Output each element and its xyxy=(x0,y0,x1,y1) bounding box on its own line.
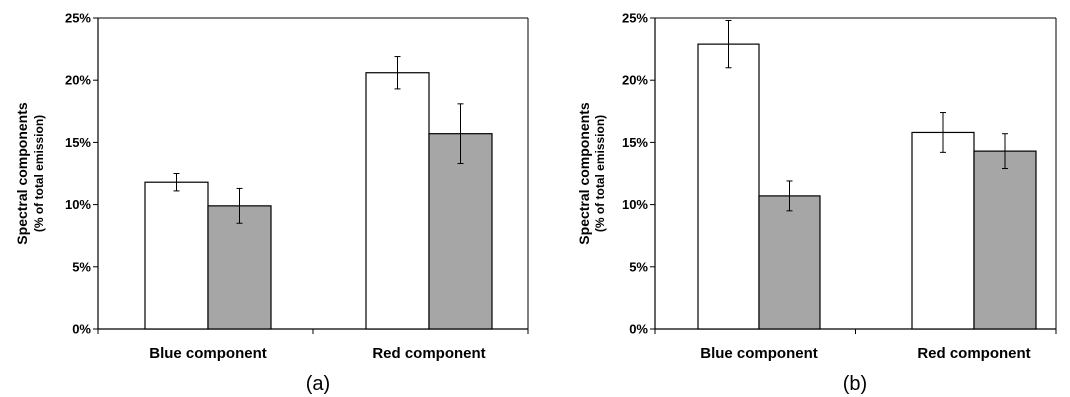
bar xyxy=(428,133,493,330)
x-category-label: Blue component xyxy=(149,345,267,362)
y-tick-label: 20% xyxy=(622,73,648,88)
panel-label: (a) xyxy=(306,373,330,395)
chart-panel-a: 0% 5% 10% 15% 20% 25% Blue component Red compon… xyxy=(14,11,529,395)
y-tick-label: 15% xyxy=(65,135,91,150)
y-tick-label: 5% xyxy=(629,259,648,274)
x-category-label: Red component xyxy=(372,345,485,362)
y-axis-label: Spectral components xyxy=(14,102,30,245)
x-category-label: Red component xyxy=(917,345,1030,362)
bar xyxy=(365,72,430,330)
y-axis-label: Spectral components xyxy=(576,102,592,245)
chart-panel-b: 0% 5% 10% 15% 20% 25% Blue component Red compon… xyxy=(576,11,1057,395)
y-tick-label: 0% xyxy=(629,322,648,337)
panel-label: (b) xyxy=(843,373,867,395)
y-axis-sublabel: (% of total emission) xyxy=(593,115,607,232)
bar xyxy=(144,181,209,330)
y-tick-label: 0% xyxy=(72,322,91,337)
x-category-label: Blue component xyxy=(700,345,818,362)
bar xyxy=(758,195,821,330)
bar xyxy=(911,131,975,330)
y-tick-label: 10% xyxy=(65,197,91,212)
bar xyxy=(973,150,1037,330)
y-tick-label: 20% xyxy=(65,73,91,88)
bar xyxy=(697,43,760,330)
y-tick-label: 25% xyxy=(622,11,648,26)
y-tick-label: 25% xyxy=(65,11,91,26)
y-axis-sublabel: (% of total emission) xyxy=(32,115,46,232)
y-tick-label: 5% xyxy=(72,259,91,274)
y-tick-label: 10% xyxy=(622,197,648,212)
y-tick-label: 15% xyxy=(622,135,648,150)
bar xyxy=(207,205,272,330)
